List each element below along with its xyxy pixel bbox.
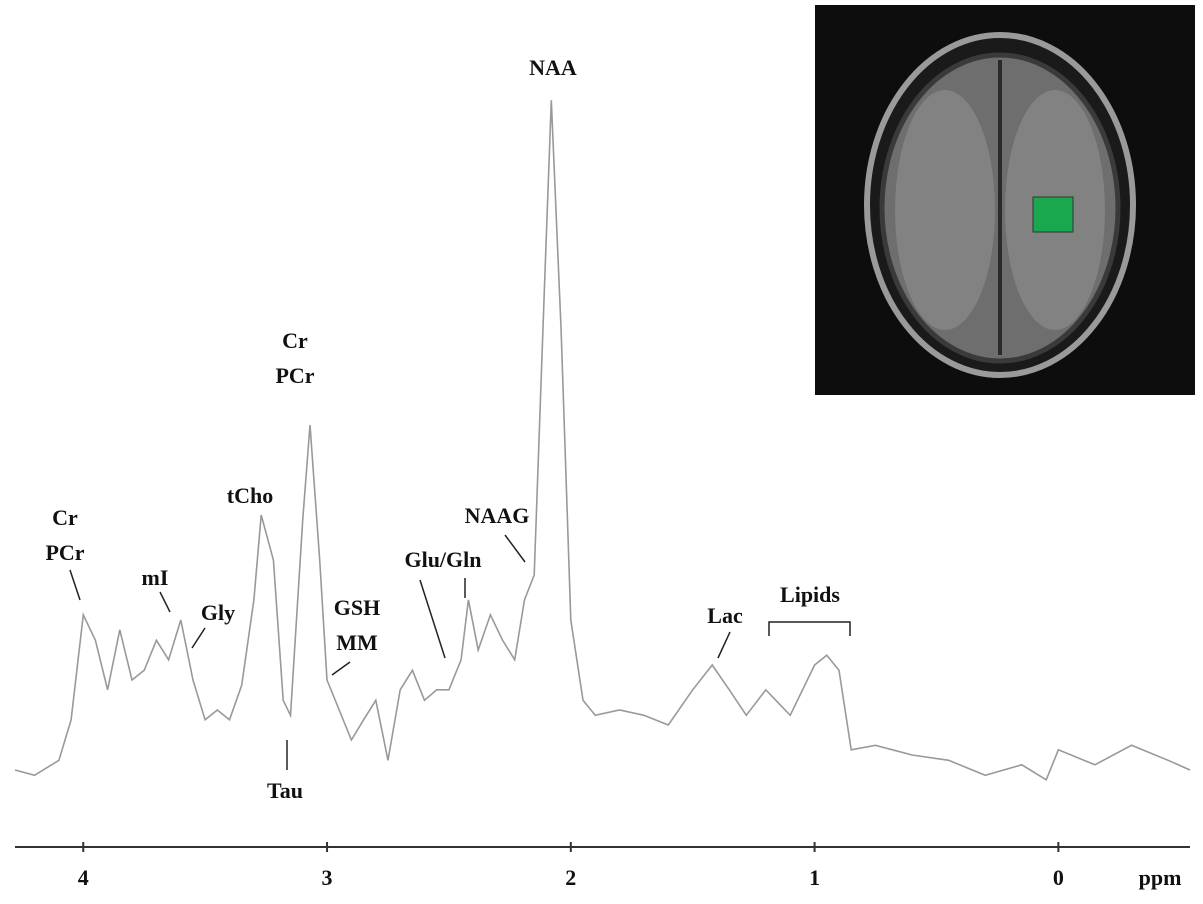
peak-label: mI [142,565,169,590]
x-tick-label: 4 [78,865,89,890]
x-tick-label: 2 [565,865,576,890]
peak-label: NAA [529,55,577,80]
peak-label: MM [336,630,378,655]
peak-label: tCho [227,483,273,508]
peak-label: PCr [45,540,84,565]
peak-label: NAAG [465,503,530,528]
peak-label: Gly [201,600,235,625]
peak-label: Tau [267,778,303,803]
x-tick-label: 3 [322,865,333,890]
peak-label: PCr [275,363,314,388]
peak-label: Cr [52,505,78,530]
peak-label: Lac [707,603,743,628]
peak-label: GSH [334,595,380,620]
chart: ppm 4 3 2 1 0 Cr PCr mI Gly tCho Cr PCr Tau GSH MM Glu/… [0,0,1203,899]
x-tick-label: 1 [809,865,820,890]
peak-label: Glu/Gln [404,547,481,572]
mri-inset [815,5,1195,395]
peak-label: Cr [282,328,308,353]
x-tick-label: 0 [1053,865,1064,890]
peak-label: Lipids [780,582,840,607]
x-axis-label: ppm [1139,865,1182,890]
